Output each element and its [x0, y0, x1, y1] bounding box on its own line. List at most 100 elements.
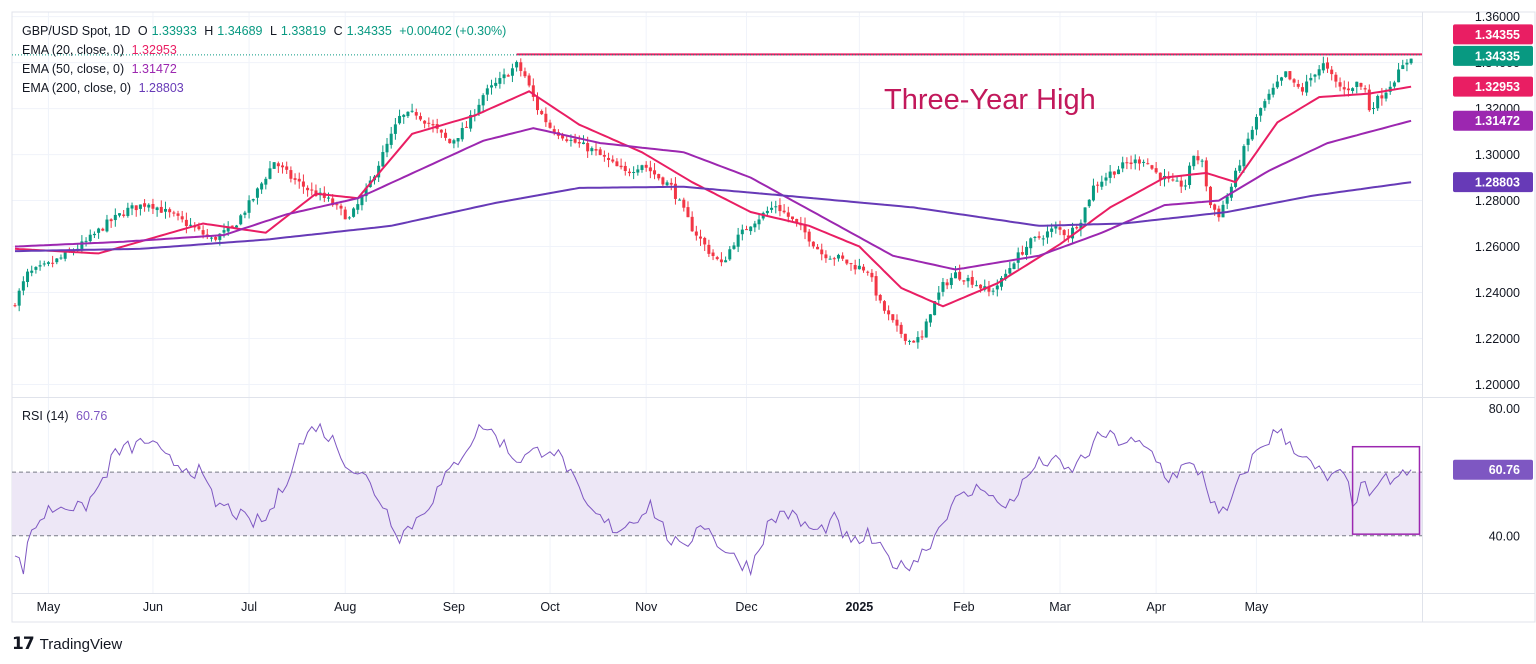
tradingview-logo[interactable]: 17 TradingView	[12, 634, 122, 654]
candle-body	[678, 199, 682, 201]
candle-body	[611, 159, 615, 162]
candle	[816, 244, 820, 250]
candle	[414, 108, 418, 120]
candle	[882, 300, 886, 314]
rsi-legend[interactable]: RSI (14) 60.76	[22, 409, 108, 423]
candle-body	[694, 231, 698, 236]
candle-body	[1321, 63, 1325, 71]
candle-body	[724, 260, 728, 263]
rsi-line	[14, 422, 1412, 577]
candle-body	[1351, 88, 1355, 91]
candle-body	[1271, 87, 1275, 95]
candle-body	[523, 71, 527, 77]
time-tick-label: Apr	[1146, 600, 1165, 614]
candle-body	[30, 270, 34, 273]
candle-body	[1355, 81, 1359, 87]
candle-body	[481, 95, 485, 106]
candle	[176, 210, 180, 221]
brand-name: TradingView	[39, 635, 123, 653]
candle	[1066, 229, 1070, 243]
time-tick-label: Mar	[1049, 600, 1071, 614]
candle	[778, 198, 782, 217]
candle	[1025, 241, 1029, 260]
candle-body	[711, 252, 715, 257]
candle	[607, 152, 611, 168]
candle	[1012, 261, 1016, 270]
candle-body	[962, 280, 966, 282]
candle-body	[703, 237, 707, 245]
ema50-price-label: 1.31472	[1453, 110, 1533, 131]
candle	[423, 120, 427, 129]
candle	[293, 173, 297, 185]
candle-body	[586, 143, 590, 152]
candle-body	[55, 258, 59, 263]
candle	[385, 138, 389, 158]
candle-body	[736, 234, 740, 247]
candle-body	[1367, 89, 1371, 111]
candle-body	[51, 262, 55, 264]
candle-body	[477, 104, 481, 114]
ema50-legend[interactable]: EMA (50, close, 0) 1.31472	[22, 62, 177, 76]
candle-body	[598, 149, 602, 156]
candle-body	[343, 209, 347, 220]
candle-body	[765, 210, 769, 214]
candle-body	[1175, 180, 1179, 182]
candle-body	[669, 182, 673, 185]
candle	[653, 163, 657, 180]
candle-body	[209, 237, 213, 239]
candle-body	[264, 178, 268, 185]
candle	[21, 276, 25, 296]
ema20-legend[interactable]: EMA (20, close, 0) 1.32953	[22, 43, 177, 57]
candle	[573, 133, 577, 144]
time-tick-label: May	[1245, 600, 1269, 614]
candle-body	[163, 208, 167, 212]
candle	[431, 119, 435, 133]
ema20-value: 1.32953	[131, 43, 177, 57]
candle-body	[1058, 227, 1062, 230]
candle	[1062, 229, 1066, 242]
candle-body	[949, 277, 953, 286]
time-axis: May Jun Jul Aug Sep Oct Nov Dec 2025 Feb Mar Apr May	[37, 600, 1269, 614]
candle-body	[189, 224, 193, 226]
candle-body	[1096, 184, 1100, 186]
candle-body	[26, 271, 30, 282]
candle-body	[795, 218, 799, 223]
open-value: 1.33933	[151, 24, 197, 38]
candle	[1271, 83, 1275, 98]
candle	[523, 67, 527, 79]
candle-body	[364, 187, 368, 197]
candle	[1346, 81, 1350, 97]
candle-body	[790, 216, 794, 220]
candle	[954, 266, 957, 279]
candle	[55, 258, 59, 265]
candle	[958, 264, 962, 282]
candle-body	[573, 138, 577, 143]
candle	[912, 340, 916, 343]
candle	[703, 236, 707, 251]
candle-body	[1004, 273, 1008, 280]
candle	[887, 305, 891, 321]
candle-body	[1280, 77, 1284, 81]
candle	[895, 314, 899, 332]
candle-body	[393, 124, 397, 134]
candle-body	[607, 157, 611, 160]
candle-body	[356, 204, 360, 210]
candle	[1054, 221, 1058, 234]
candle	[527, 73, 531, 88]
candle-body	[490, 85, 494, 88]
candle-body	[753, 223, 757, 228]
candle	[619, 158, 623, 170]
candle	[615, 158, 619, 167]
candle	[1192, 155, 1196, 170]
candle	[828, 255, 832, 260]
low-value: 1.33819	[280, 24, 327, 38]
candle	[34, 266, 38, 274]
time-tick-label: Dec	[735, 600, 757, 614]
price-axis: 1.360001.340001.320001.300001.280001.260…	[1453, 10, 1533, 543]
candle-body	[1079, 222, 1083, 230]
candle	[235, 224, 239, 228]
candle-body	[1263, 101, 1267, 108]
candle-body	[297, 178, 301, 182]
ema200-legend[interactable]: EMA (200, close, 0) 1.28803	[22, 81, 184, 95]
symbol-title[interactable]: GBP/USD Spot, 1D	[22, 24, 131, 38]
